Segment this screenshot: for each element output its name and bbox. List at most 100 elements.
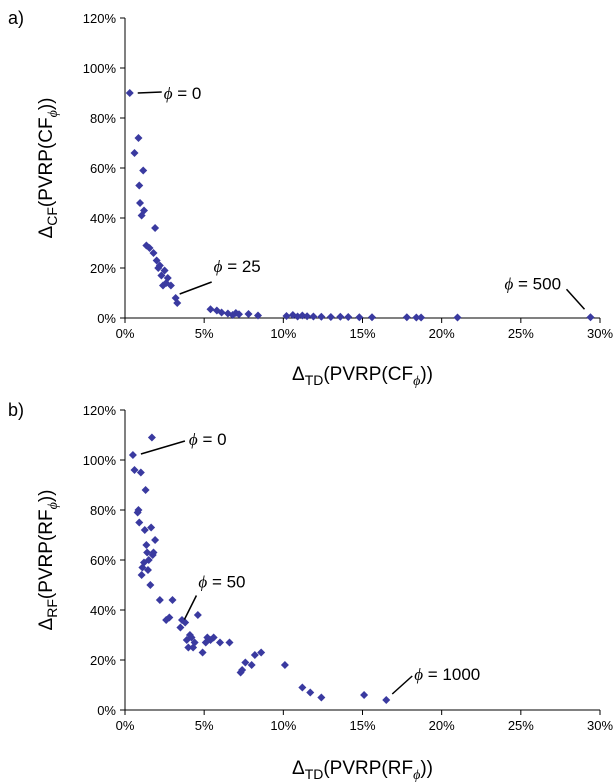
chart-b-data-point <box>209 633 218 642</box>
chart-a-data-point <box>151 224 160 232</box>
chart-a-data-point <box>166 281 175 290</box>
chart-a-data-point <box>160 266 169 275</box>
chart-a-annotation: ϕ = 0 <box>164 84 202 103</box>
chart-b-data-point <box>135 518 144 527</box>
chart-a: a) 0% 20% 40% 60% 80% 100% 120% 0% 5% 10% 15% 20% 25%… <box>8 8 613 389</box>
chart-b-data-point <box>168 596 177 604</box>
chart-b-data-point <box>141 486 150 494</box>
chart-a-x-tick-label: 20% <box>429 326 455 341</box>
chart-a-data-point <box>417 313 426 322</box>
chart-b-y-tick-label: 0% <box>97 703 116 718</box>
chart-b-data-point <box>147 433 156 442</box>
chart-b-data-point <box>280 661 289 669</box>
chart-b-data-point <box>146 581 155 589</box>
chart-b-annotation: ϕ = 0 <box>189 430 227 449</box>
chart-b-annotation-leader <box>183 595 198 620</box>
chart-b-data-point <box>155 596 164 604</box>
chart-a-data-point <box>173 299 182 307</box>
chart-a-annotation: ϕ = 25 <box>214 257 261 276</box>
chart-a-data-point <box>355 313 364 322</box>
chart-a-x-tick-label: 10% <box>270 326 296 341</box>
chart-a-data-point <box>254 311 262 320</box>
chart-a-annotation-leader <box>137 91 162 94</box>
chart-b-y-tick-label: 40% <box>90 603 116 618</box>
chart-a-data-point <box>326 313 335 321</box>
chart-b-data-point <box>216 638 224 647</box>
chart-b-annotation: ϕ = 1000 <box>414 665 480 684</box>
chart-b-data-point <box>306 688 315 697</box>
chart-b-data-point <box>382 696 391 704</box>
chart-a-data-point <box>453 313 462 322</box>
chart-b-data-point <box>128 451 137 459</box>
chart-b-data-point <box>360 691 369 699</box>
chart-b-x-axis-title: ΔTD(PVRP(RFϕ)) <box>292 758 433 783</box>
chart-b-data-point <box>134 506 143 514</box>
chart-b-data-point <box>144 556 153 564</box>
chart-a-data-point <box>368 313 376 322</box>
chart-a-y-axis-title: ΔCF(PVRP(CFϕ)) <box>36 97 61 238</box>
chart-b-y-tick-label: 20% <box>90 653 116 668</box>
chart-a-x-axis-title: ΔTD(PVRP(CFϕ)) <box>292 364 433 389</box>
chart-a-x-tick-label: 30% <box>587 326 613 341</box>
chart-b-data-point <box>257 648 266 657</box>
chart-a-y-tick-label: 120% <box>83 11 117 26</box>
chart-a-data-point <box>145 244 154 252</box>
chart-b-y-tick-label: 80% <box>90 503 116 518</box>
chart-a-data-point <box>309 312 318 321</box>
chart-a-y-tick-label: 100% <box>83 61 117 76</box>
chart-b-y-tick-label: 60% <box>90 553 116 568</box>
chart-b-data-point <box>151 536 160 544</box>
chart-b-x-tick-label: 20% <box>429 718 455 733</box>
chart-b-data-point <box>198 648 207 657</box>
chart-a-data-point <box>206 305 215 314</box>
chart-b-data-point <box>143 548 152 557</box>
chart-b-data-point <box>225 638 234 647</box>
chart-b: b) 0% 20% 40% 60% 80% 100% 120% 0% 5% 10% 15% 20% 25%… <box>8 400 613 783</box>
chart-a-data-point <box>139 166 148 175</box>
chart-a-data-point <box>149 249 158 257</box>
chart-b-x-tick-label: 5% <box>195 718 214 733</box>
chart-a-x-tick-label: 15% <box>349 326 375 341</box>
chart-a-data-point <box>317 312 326 321</box>
chart-a-y-tick-label: 60% <box>90 161 116 176</box>
chart-b-data-point <box>176 623 185 632</box>
chart-a-annotation: ϕ = 500 <box>505 274 562 293</box>
chart-b-data-point <box>165 613 174 622</box>
chart-a-data-point <box>135 181 144 190</box>
chart-a-data-point <box>136 199 145 207</box>
chart-b-annotation-leader <box>140 440 186 455</box>
chart-b-y-tick-label: 120% <box>83 403 117 418</box>
chart-a-data-point <box>125 89 134 97</box>
chart-b-x-tick-label: 10% <box>270 718 296 733</box>
chart-a-data-point <box>303 312 312 321</box>
chart-a-data-point <box>130 149 139 157</box>
chart-b-y-tick-label: 100% <box>83 453 117 468</box>
chart-a-annotation-leader <box>565 288 586 310</box>
chart-b-data-point <box>317 693 326 702</box>
chart-b-x-tick-label: 15% <box>349 718 375 733</box>
chart-b-data-point <box>190 638 199 647</box>
chart-b-data-point <box>140 526 149 534</box>
chart-a-x-tick-label: 0% <box>116 326 135 341</box>
chart-b-data-point <box>247 661 256 669</box>
chart-a-data-point <box>134 134 143 142</box>
chart-a-data-point <box>412 313 421 322</box>
chart-b-data-point <box>130 466 139 474</box>
chart-b-data-point <box>149 548 158 557</box>
chart-a-data-point <box>217 308 226 317</box>
chart-b-panel-label: b) <box>8 400 24 420</box>
chart-b-y-axis-title: ΔRF(PVRP(RFϕ)) <box>36 489 61 630</box>
chart-a-data-point <box>336 312 345 321</box>
chart-b-annotation: ϕ = 50 <box>198 573 245 592</box>
chart-a-data-point <box>152 256 161 265</box>
chart-b-data-point <box>137 571 146 579</box>
chart-b-x-tick-label: 0% <box>116 718 135 733</box>
chart-a-x-tick-label: 25% <box>508 326 534 341</box>
chart-b-data-point <box>142 541 151 549</box>
chart-b-data-point <box>181 618 190 627</box>
chart-a-annotation-leader <box>179 281 212 295</box>
chart-b-data-point <box>241 658 250 667</box>
chart-a-data-point <box>586 313 595 322</box>
chart-a-data-point <box>235 310 243 319</box>
